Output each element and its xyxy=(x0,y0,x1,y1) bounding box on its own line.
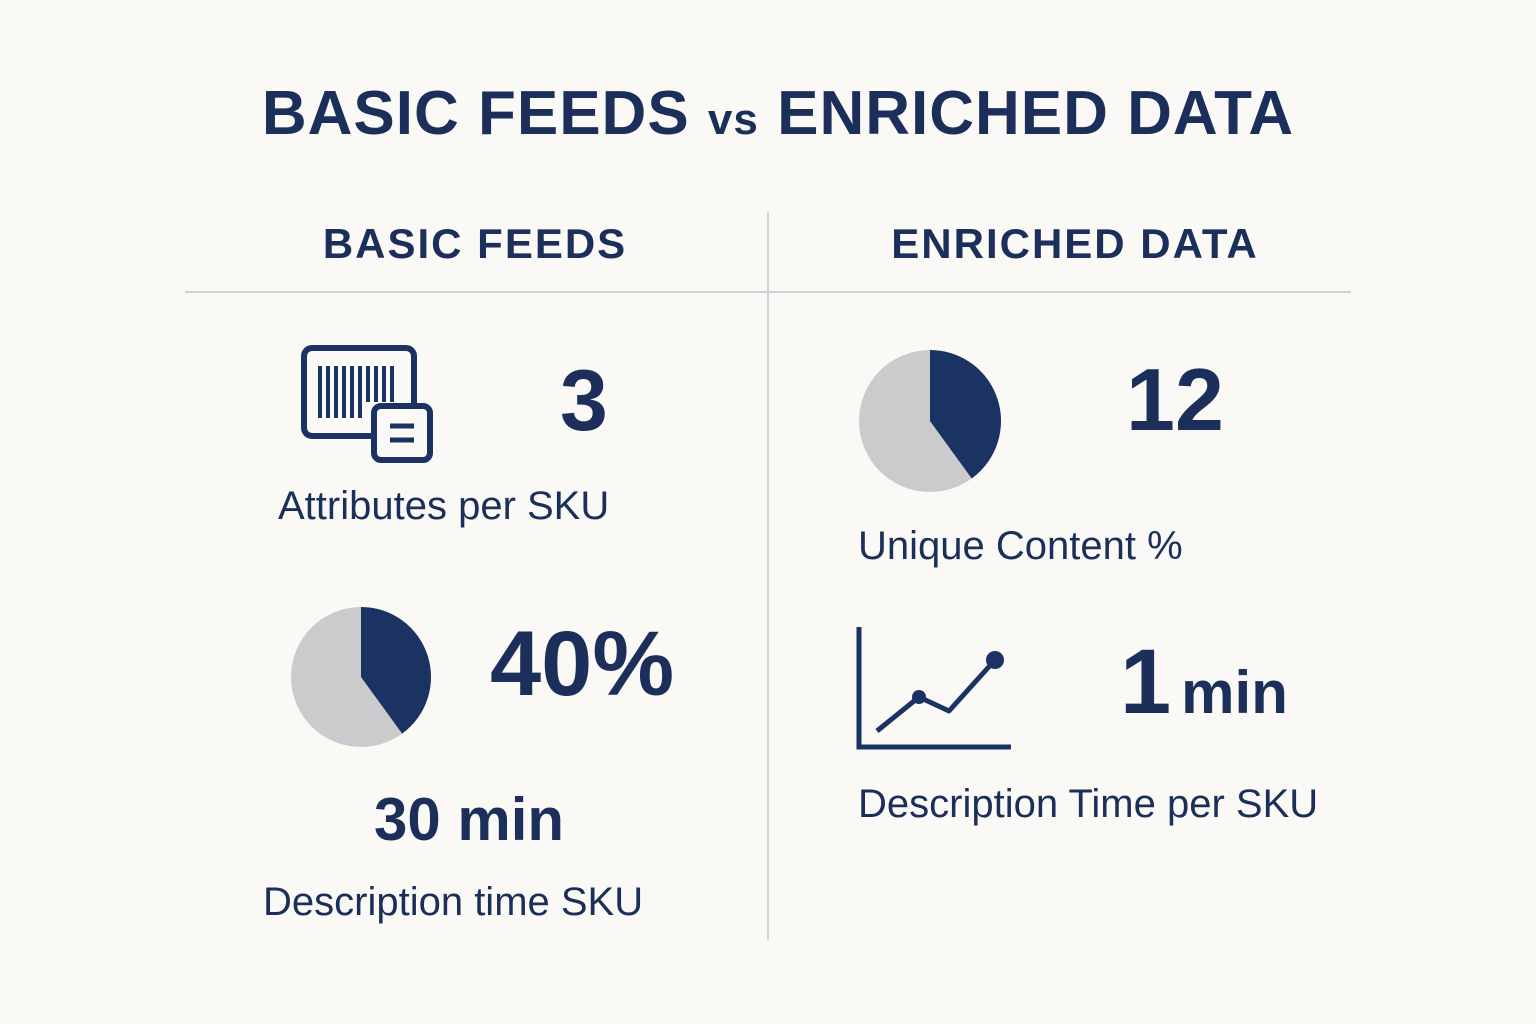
enriched-time-number: 1 xyxy=(1120,631,1172,733)
basic-percent-value: 40% xyxy=(490,613,675,715)
basic-time-value: 30 min xyxy=(374,786,565,853)
basic-time-label: Description time SKU xyxy=(263,880,644,924)
unique-content-value: 12 xyxy=(1126,350,1224,449)
basic-feeds-heading: BASIC FEEDS xyxy=(322,220,628,267)
pie-chart-icon xyxy=(291,607,431,747)
unique-content-label: Unique Content % xyxy=(858,524,1183,568)
line-chart-icon xyxy=(856,627,1011,750)
vertical-divider xyxy=(767,212,769,940)
enriched-time-value: 1 min xyxy=(1120,636,1288,728)
title-left: BASIC FEEDS xyxy=(261,79,690,148)
pie-slice xyxy=(930,350,1001,479)
enriched-time-unit: min xyxy=(1181,659,1288,726)
title-right: ENRICHED DATA xyxy=(777,79,1295,148)
title-vs: vs xyxy=(707,95,759,144)
page-title: BASIC FEEDS vs ENRICHED DATA xyxy=(0,78,1536,149)
pie-slice xyxy=(361,607,431,734)
attributes-value: 3 xyxy=(560,353,608,449)
enriched-data-heading: ENRICHED DATA xyxy=(891,220,1259,267)
barcode-icon xyxy=(301,345,433,463)
attributes-label: Attributes per SKU xyxy=(278,484,610,528)
enriched-time-label: Description Time per SKU xyxy=(858,782,1319,826)
pie-chart-icon xyxy=(859,350,1001,492)
